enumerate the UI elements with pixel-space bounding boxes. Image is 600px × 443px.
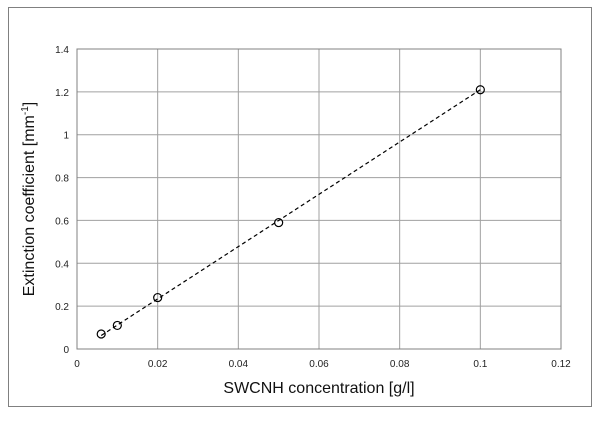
y-tick-label: 0.8 [55,174,69,185]
x-tick-label: 0.12 [551,359,571,370]
x-axis-title: SWCNH concentration [g/l] [223,380,414,397]
scatter-plot: 0 0.02 0.04 0.06 0.08 0.1 0.12 0 0.2 0.4 0.6 0.8 1 1… [20,45,571,397]
chart-frame: 0 0.02 0.04 0.06 0.08 0.1 0.12 0 0.2 0.4 0.6 0.8 1 1… [8,7,592,407]
y-tick-label: 0.4 [55,259,69,270]
plot-area-border [76,48,562,350]
x-tick-label: 0 [74,359,80,370]
y-tick-label: 0.6 [55,216,69,227]
y-tick-labels: 0 0.2 0.4 0.6 0.8 1 1.2 1.4 [55,45,69,356]
data-point [475,85,485,95]
y-axis-title-prefix: Extinction coefficient [mm [21,115,38,296]
x-tick-labels: 0 0.02 0.04 0.06 0.08 0.1 0.12 [74,359,571,370]
x-tick-label: 0.06 [309,359,329,370]
grid-lines [76,48,562,350]
data-point [274,217,284,228]
data-point [96,329,106,339]
data-points [96,85,485,339]
trendline [100,89,481,337]
trendline-layer [100,89,481,337]
y-tick-label: 1 [63,131,69,142]
y-tick-label: 0.2 [55,302,69,313]
y-axis-title-superscript: -1 [20,106,31,115]
x-tick-label: 0.04 [229,359,249,370]
x-tick-label: 0.02 [148,359,168,370]
y-tick-label: 1.2 [55,88,69,99]
data-point [153,292,163,303]
x-tick-label: 0.08 [390,359,410,370]
y-tick-label: 1.4 [55,45,69,56]
y-axis-title-suffix: ] [21,102,38,106]
y-axis-title: Extinction coefficient [mm-1] [20,102,38,296]
data-point [112,320,122,331]
y-tick-label: 0 [63,345,69,356]
x-tick-label: 0.1 [473,359,487,370]
